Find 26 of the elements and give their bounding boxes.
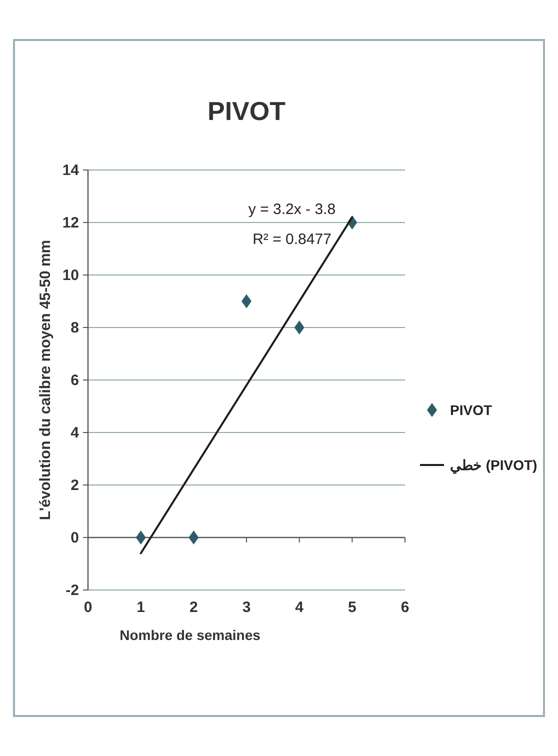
y-tick-label: 2 xyxy=(70,477,79,494)
y-tick-label: 10 xyxy=(62,267,79,284)
point xyxy=(188,530,199,544)
x-tick-label: 1 xyxy=(136,599,146,616)
annotation: y = 3.2x - 3.8 xyxy=(248,201,336,218)
y-tick-label: 4 xyxy=(70,424,80,442)
x-tick-label: 3 xyxy=(242,599,251,616)
x-tick-label: 5 xyxy=(348,599,356,616)
y-tick-label: 8 xyxy=(70,320,79,336)
x-axis-title: Nombre de semaines xyxy=(120,627,261,643)
x-tick-label: 2 xyxy=(189,599,198,616)
y-axis-title: L'évolution du calibre moyen 45-50 mm xyxy=(37,240,54,520)
chart-title: PIVOT xyxy=(207,96,286,126)
y-tick-label: -2 xyxy=(66,582,79,599)
legend-label: خطي (PIVOT) xyxy=(450,457,538,474)
x-tick-label: 0 xyxy=(84,599,92,616)
legend-label: PIVOT xyxy=(450,402,492,418)
point xyxy=(294,320,304,334)
x-tick-label: 6 xyxy=(400,599,410,616)
y-tick-label: 12 xyxy=(62,214,79,232)
y-tick-label: 6 xyxy=(70,372,79,389)
annotation: R² = 0.8477 xyxy=(252,231,332,248)
x-tick-label: 4 xyxy=(295,599,304,616)
point xyxy=(136,530,146,544)
y-tick-label: 14 xyxy=(62,162,80,179)
y-tick-label: 0 xyxy=(70,530,79,546)
